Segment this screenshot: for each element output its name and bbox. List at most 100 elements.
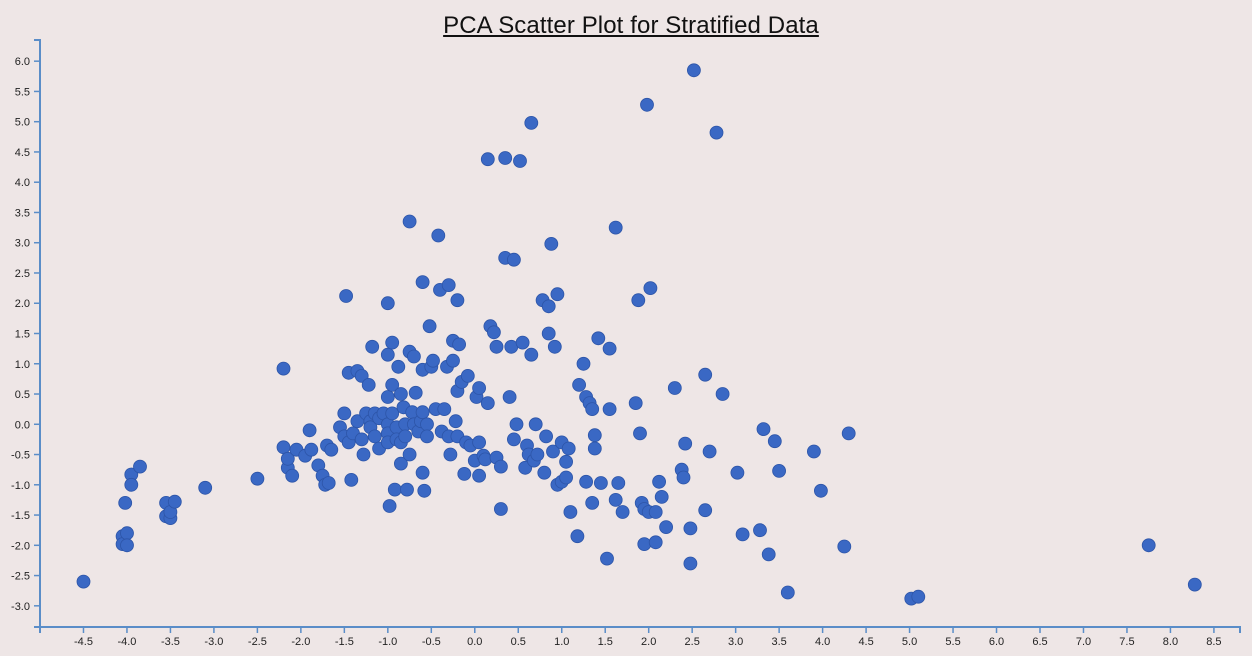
data-point (422, 319, 437, 334)
data-point (276, 361, 291, 376)
x-tick-label: 0.0 (467, 636, 482, 648)
y-tick-label: 1.5 (15, 329, 30, 341)
y-tick-label: -0.5 (11, 450, 30, 462)
y-tick-label: -1.0 (11, 480, 30, 492)
data-point (480, 396, 495, 411)
data-point (1141, 538, 1156, 553)
data-point (631, 293, 646, 308)
x-tick-label: 2.5 (685, 636, 700, 648)
data-point (361, 377, 376, 392)
x-tick-label: -2.0 (291, 636, 310, 648)
y-tick-label: 5.0 (15, 117, 30, 129)
data-point (120, 538, 134, 553)
data-point (585, 402, 600, 417)
data-point (457, 466, 472, 481)
y-tick-label: -2.0 (11, 540, 30, 552)
x-tick-label: 4.5 (858, 636, 873, 648)
data-point (304, 442, 319, 457)
data-point (450, 293, 465, 308)
data-point (493, 502, 508, 516)
data-point (572, 377, 586, 392)
y-tick-label: 4.5 (15, 147, 30, 159)
data-point (420, 417, 434, 432)
y-tick-label: 0.5 (15, 389, 30, 401)
data-point (118, 495, 133, 510)
data-point (443, 447, 458, 462)
data-point (807, 444, 821, 459)
y-tick-label: -3.0 (11, 601, 30, 613)
data-point (415, 465, 430, 480)
data-point (480, 152, 495, 167)
data-point (667, 381, 682, 395)
data-point (420, 429, 434, 444)
x-tick-label: -2.5 (248, 636, 267, 648)
data-point (324, 442, 339, 457)
x-tick-label: 3.0 (728, 636, 743, 648)
data-point (431, 228, 446, 243)
data-point (472, 468, 487, 483)
data-point (402, 214, 417, 229)
data-point (587, 428, 602, 443)
y-tick-label: 3.5 (15, 207, 30, 219)
data-point (587, 441, 602, 456)
data-point (76, 574, 91, 589)
y-tick-label: 2.5 (15, 268, 30, 280)
data-point (344, 472, 359, 487)
data-point (321, 476, 336, 490)
data-point (579, 474, 593, 489)
data-point (537, 465, 552, 480)
data-point (602, 341, 617, 356)
x-tick-label: 6.5 (1032, 636, 1047, 648)
data-point (302, 423, 317, 438)
data-point (339, 289, 354, 303)
data-point (437, 402, 452, 417)
data-point (337, 406, 352, 421)
data-point (385, 377, 400, 392)
data-point (600, 551, 614, 566)
data-point (539, 429, 553, 444)
x-tick-label: 6.0 (989, 636, 1004, 648)
data-point (285, 468, 300, 483)
data-point (709, 125, 724, 140)
data-point (460, 368, 475, 383)
x-tick-label: 0.5 (511, 636, 526, 648)
data-point (515, 335, 530, 350)
data-point (841, 426, 856, 441)
x-tick-label: 8.0 (1163, 636, 1178, 648)
data-point (628, 396, 643, 411)
data-point (276, 440, 291, 455)
data-point (608, 220, 623, 235)
y-tick-label: 3.0 (15, 238, 30, 250)
data-points (76, 63, 1202, 606)
data-point (441, 278, 456, 293)
data-point (509, 417, 524, 432)
data-point (767, 434, 782, 449)
x-tick-label: 5.5 (945, 636, 960, 648)
data-point (498, 151, 513, 165)
data-point (678, 436, 693, 451)
data-point (354, 432, 369, 447)
data-point (400, 482, 414, 497)
data-point (753, 523, 767, 538)
data-point (385, 406, 400, 421)
x-tick-label: -3.0 (204, 636, 223, 648)
data-point (452, 337, 467, 352)
data-point (611, 476, 626, 490)
y-tick-label: 2.0 (15, 298, 30, 310)
x-tick-label: 5.0 (902, 636, 917, 648)
data-point (478, 452, 493, 467)
x-tick-label: 4.0 (815, 636, 830, 648)
data-point (615, 505, 630, 519)
data-point (1187, 577, 1202, 592)
y-tick-label: 6.0 (15, 56, 30, 68)
data-point (640, 97, 654, 112)
data-point (385, 335, 400, 350)
data-point (561, 441, 576, 456)
data-point (559, 470, 573, 485)
data-point (643, 281, 658, 296)
y-tick-label: -1.5 (11, 510, 30, 522)
data-point (507, 432, 521, 447)
data-point (602, 402, 617, 417)
